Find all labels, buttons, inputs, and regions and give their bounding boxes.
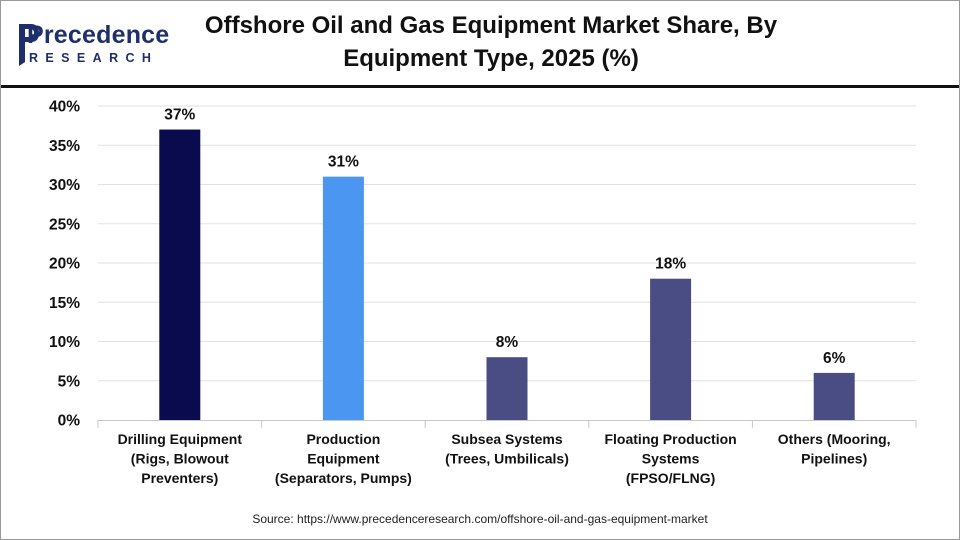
data-label: 8%	[496, 334, 519, 351]
header: Precedence RESEARCH Offshore Oil and Gas…	[1, 1, 959, 85]
x-tick-label: (Rigs, Blowout	[131, 451, 229, 467]
data-label: 6%	[823, 350, 846, 367]
y-tick-label: 25%	[49, 216, 80, 233]
y-tick-label: 40%	[49, 99, 80, 116]
x-tick-label: Pipelines)	[801, 451, 867, 467]
header-divider	[1, 85, 959, 88]
chart-title-line-2: Equipment Type, 2025 (%)	[343, 45, 639, 72]
source-note: Source: https://www.precedenceresearch.c…	[252, 512, 708, 526]
logo-wordmark: Precedence	[27, 21, 170, 49]
data-label: 31%	[328, 154, 359, 171]
x-tick-label: Drilling Equipment	[118, 431, 243, 447]
y-tick-label: 10%	[49, 334, 80, 351]
bar	[650, 278, 692, 420]
x-tick-label: Production	[306, 431, 380, 447]
data-label: 18%	[655, 256, 686, 273]
y-tick-label: 20%	[49, 256, 80, 273]
x-tick-label: Systems	[642, 451, 700, 467]
data-labels: 37% 31% 8% 18% 6%	[164, 107, 845, 367]
y-tick-label: 15%	[49, 295, 80, 312]
precedence-research-logo: Precedence RESEARCH	[15, 15, 175, 75]
y-tick-label: 5%	[58, 373, 81, 390]
bar	[486, 357, 528, 420]
bar	[813, 372, 855, 420]
bar	[159, 129, 201, 421]
x-tick-label: (Separators, Pumps)	[275, 470, 412, 486]
x-tick-label: Subsea Systems	[451, 431, 562, 447]
x-tick-label: Preventers)	[141, 470, 218, 486]
x-tick-label: Others (Mooring,	[778, 431, 891, 447]
data-label: 37%	[164, 107, 195, 124]
y-tick-label: 30%	[49, 177, 80, 194]
logo-mark-icon	[19, 24, 39, 66]
y-tick-label: 0%	[58, 413, 81, 430]
y-tick-label: 35%	[49, 138, 80, 155]
x-tick-label: Equipment	[307, 451, 380, 467]
x-tick-label: Floating Production	[604, 431, 736, 447]
bar	[322, 176, 364, 420]
bar-chart: 0%5%10%15%20%25%30%35%40% 37%31%8%18%6% …	[49, 99, 917, 486]
y-axis-ticks: 0% 5% 10% 15% 20% 25% 30% 35% 40%	[49, 99, 80, 430]
bars	[159, 129, 855, 421]
x-tick-label: (Trees, Umbilicals)	[445, 451, 569, 467]
x-axis-labels: Drilling Equipment (Rigs, Blowout Prevente…	[118, 431, 891, 486]
logo-subtitle: RESEARCH	[29, 51, 159, 65]
x-tick-label: (FPSO/FLNG)	[626, 470, 715, 486]
chart-title-line-1: Offshore Oil and Gas Equipment Market Sh…	[204, 12, 778, 39]
chart-title: Offshore Oil and Gas Equipment Market Sh…	[201, 9, 781, 75]
